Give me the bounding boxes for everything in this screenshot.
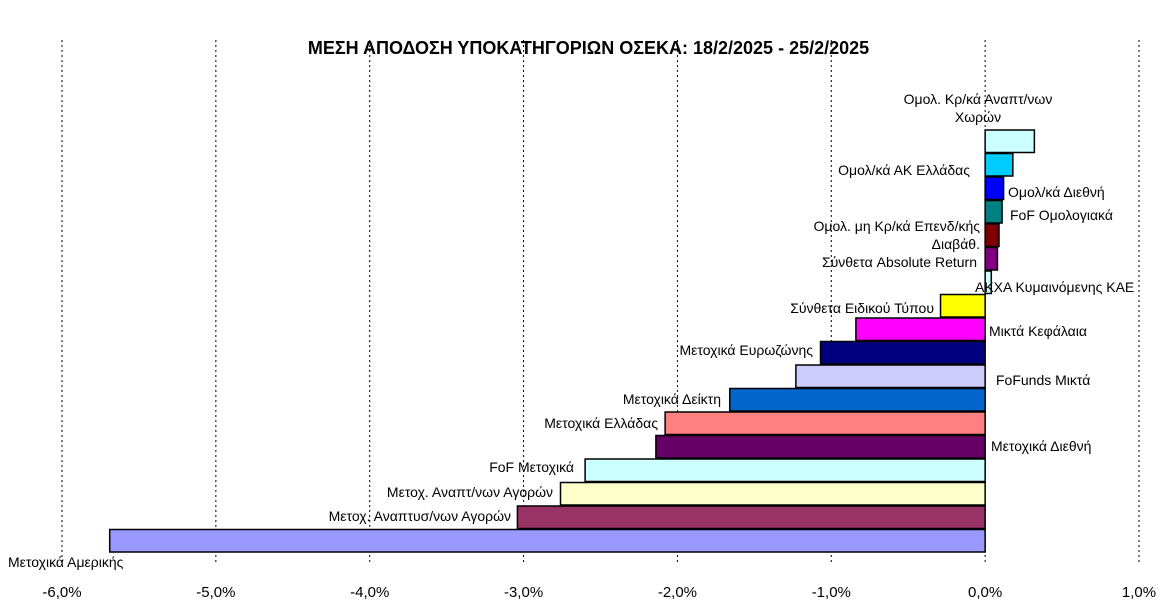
bar-label: Μετοχ. Αναπτυσ/νων Αγορών (329, 508, 511, 524)
bar-label: Σύνθετα Ειδικού Τύπου (790, 300, 934, 316)
bar (984, 129, 1036, 154)
bar-label: Μετοχικά Αμερικής (8, 554, 124, 570)
bar (984, 246, 999, 271)
bar-label: Ομολ/κά Διεθνή (1008, 184, 1105, 200)
x-tick-label: 1,0% (1122, 584, 1156, 601)
category-labels: Ομολ. Κρ/κά Αναπτ/νων Χωρών Ομολ/κά ΑΚ Ελλ… (8, 91, 1134, 570)
bar (655, 434, 986, 459)
bar-label: Μετοχ. Αναπτ/νων Αγορών (387, 484, 553, 500)
bar (984, 223, 1000, 248)
x-tick-label: -4,0% (350, 584, 389, 601)
bar-label: Μετοχικά Διεθνή (991, 438, 1091, 454)
bar (728, 387, 986, 412)
bar (795, 364, 986, 389)
bar-label: Χωρών (955, 109, 1001, 125)
bar (559, 481, 986, 506)
bar-label: FoF Ομολογιακά (1010, 207, 1113, 223)
x-axis-ticks: -6,0% -5,0% -4,0% -3,0% -2,0% -1,0% 0,0% 1,0% (42, 584, 1156, 601)
bar (939, 293, 986, 318)
bar (984, 176, 1005, 201)
bar-label: Μετοχικά Ελλάδας (544, 415, 658, 431)
bars (108, 129, 1036, 553)
bar-label: Ομολ/κά ΑΚ Ελλάδας (838, 162, 970, 178)
bar (855, 317, 986, 342)
bar (664, 411, 986, 436)
bar (984, 152, 1014, 177)
bar (516, 505, 986, 530)
bar (108, 528, 986, 553)
bar-label: Μετοχικά Ευρωζώνης (679, 342, 813, 358)
chart-title: ΜΕΣΗ ΑΠΟΔΟΣΗ ΥΠΟΚΑΤΗΓΟΡΙΩΝ ΟΣΕΚΑ: 18/2/2… (307, 38, 870, 58)
x-tick-label: 0,0% (968, 584, 1002, 601)
x-tick-label: -2,0% (658, 584, 697, 601)
bar (984, 199, 1003, 224)
bar (584, 458, 986, 483)
x-tick-label: -1,0% (812, 584, 851, 601)
bar-label: Ομολ. μη Κρ/κά Επενδ/κής (814, 218, 981, 234)
x-tick-label: -5,0% (196, 584, 235, 601)
bar-label: Διαβάθ. (932, 236, 980, 252)
bar-label: Μετοχικά Δείκτη (623, 391, 721, 407)
bar-label: FoF Μετοχικά (489, 459, 574, 475)
bar-label: Μικτά Κεφάλαια (989, 323, 1087, 339)
bar (819, 340, 986, 365)
bar-label: Ομολ. Κρ/κά Αναπτ/νων (904, 91, 1053, 107)
x-tick-label: -3,0% (504, 584, 543, 601)
x-tick-label: -6,0% (42, 584, 81, 601)
bar-label: Σύνθετα Absolute Return (822, 254, 977, 270)
bar-label: FoFunds Μικτά (996, 372, 1090, 388)
bar-label: ΑΚΧΑ Κυμαινόμενης ΚΑΕ (975, 279, 1134, 295)
bar (984, 270, 993, 295)
